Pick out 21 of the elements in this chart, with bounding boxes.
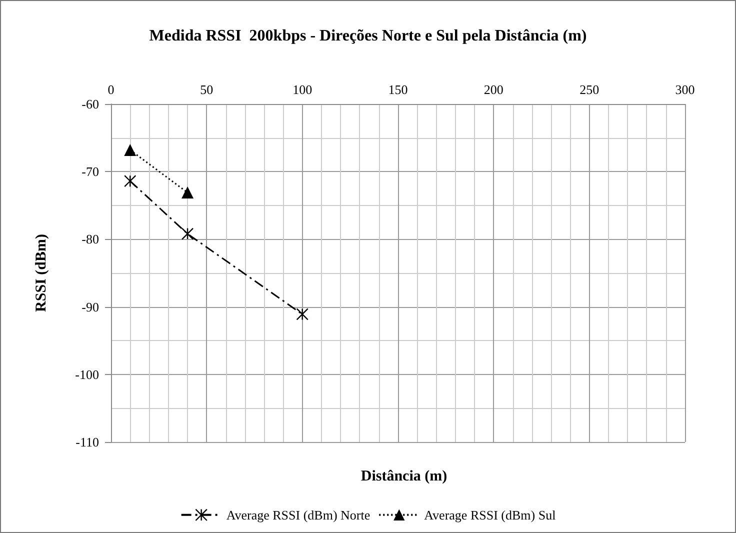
y-axis-title: RSSI (dBm) bbox=[34, 234, 50, 312]
chart-title: Medida RSSI 200kbps - Direções Norte e Sul pela Distância (m) bbox=[149, 28, 587, 44]
x-tick-label: 50 bbox=[200, 82, 214, 97]
legend-label: Average RSSI (dBm) Norte bbox=[226, 507, 370, 522]
x-tick-label: 100 bbox=[292, 82, 312, 97]
x-tick-label: 200 bbox=[484, 82, 504, 97]
x-tick-label: 300 bbox=[675, 82, 695, 97]
y-tick-label: -110 bbox=[76, 434, 99, 450]
x-tick-label: 150 bbox=[388, 82, 408, 97]
x-axis-title: Distância (m) bbox=[360, 468, 448, 484]
x-tick-label: 250 bbox=[580, 82, 600, 97]
y-tick-label: -70 bbox=[82, 164, 99, 180]
y-tick-label: -90 bbox=[82, 299, 99, 314]
y-tick-label: -100 bbox=[75, 366, 99, 382]
point bbox=[181, 228, 194, 240]
y-tick-label: -80 bbox=[82, 232, 99, 247]
point bbox=[296, 308, 308, 320]
y-tick-label: -60 bbox=[82, 96, 99, 112]
point bbox=[124, 174, 136, 188]
legend-label: Average RSSI (dBm) Sul bbox=[424, 507, 556, 522]
x-tick-label: 0 bbox=[108, 82, 114, 97]
